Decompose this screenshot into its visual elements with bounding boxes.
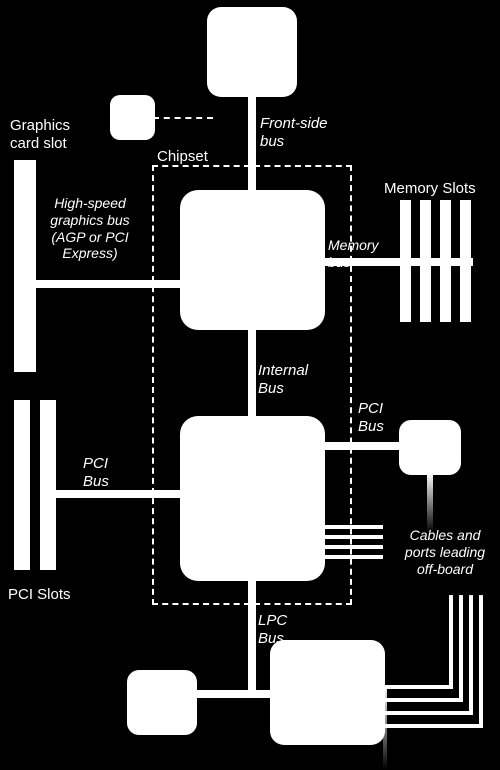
cable-4h <box>383 724 483 728</box>
cable-4v <box>479 595 483 728</box>
pci-device-box <box>399 420 461 475</box>
sb-stripe-2 <box>323 535 383 539</box>
cables-label: Cables and ports leading off-board <box>395 527 495 577</box>
cable-3v <box>469 595 473 715</box>
lpc-bus-label: LPC Bus <box>258 612 308 648</box>
cable-2h <box>383 698 463 702</box>
pci-slot-2 <box>40 400 56 570</box>
pci-bus-right-line <box>323 442 401 450</box>
pci-bus-right-label: PCI Bus <box>358 400 408 436</box>
memory-slots-label: Memory Slots <box>384 180 476 198</box>
lpc-bus-line <box>248 579 256 694</box>
internal-bus-line <box>248 328 256 418</box>
graphics-bus-line <box>34 280 182 288</box>
cable-fade <box>447 575 487 597</box>
pci-bus-left-line <box>54 490 182 498</box>
io-box-2 <box>270 640 385 745</box>
sb-stripe-3 <box>323 545 383 549</box>
io-box-1 <box>127 670 197 735</box>
cable-1v <box>449 595 453 689</box>
chipset-label: Chipset <box>157 148 208 166</box>
front-side-bus-line <box>248 95 256 192</box>
internal-bus-label: Internal Bus <box>258 362 328 398</box>
cable-3h <box>383 711 473 715</box>
pci-bus-left-label: PCI Bus <box>83 455 133 491</box>
high-speed-graphics-label: High-speed graphics bus (AGP or PCI Expr… <box>35 195 145 262</box>
sb-stripe-4 <box>323 555 383 559</box>
cable-2v <box>459 595 463 702</box>
pci-slots-label: PCI Slots <box>8 586 71 604</box>
sb-stripe-1 <box>323 525 383 529</box>
northbridge-box <box>180 190 325 330</box>
memory-bus-label: Memory bus <box>328 237 398 271</box>
southbridge-box <box>180 416 325 581</box>
lpc-branch-1 <box>160 690 252 698</box>
graphics-slot <box>14 160 36 372</box>
pci-slot-1 <box>14 400 30 570</box>
graphics-card-slot-label: Graphics card slot <box>10 117 90 153</box>
cache-box <box>110 95 155 140</box>
cable-pci-down <box>427 473 433 533</box>
cpu-box <box>207 7 297 97</box>
cache-dashed-line <box>153 117 213 119</box>
cable-1h <box>383 685 453 689</box>
front-side-bus-label: Front-side bus <box>260 115 340 151</box>
lpc-branch-2 <box>252 690 274 698</box>
